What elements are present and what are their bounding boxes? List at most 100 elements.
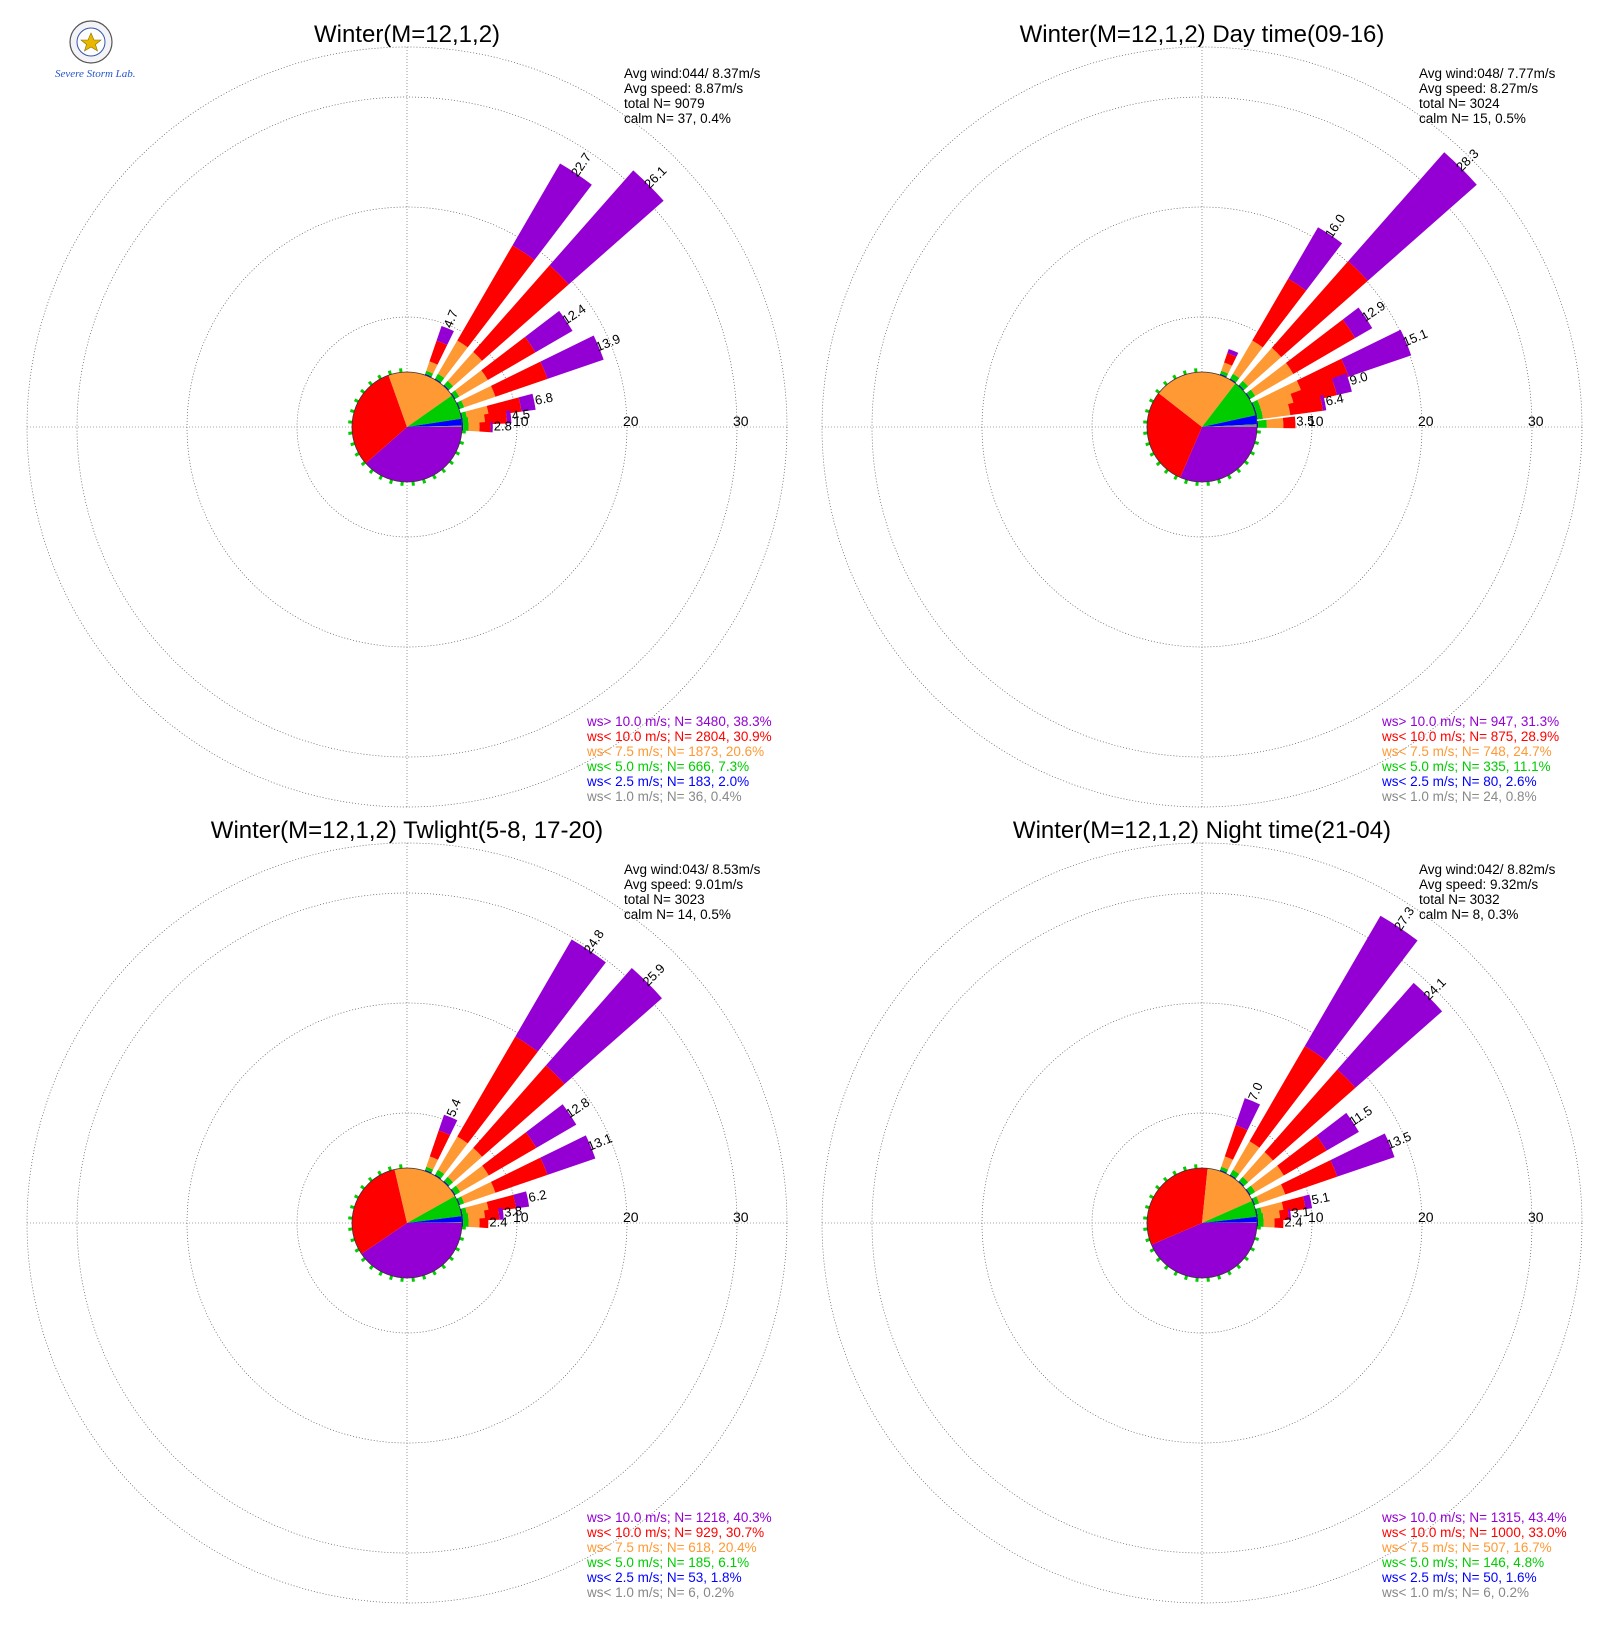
pie-outline [351,1167,463,1279]
pie-slice [1158,371,1236,427]
petal-segment [434,378,442,384]
petal-value-label: 5.4 [443,1096,464,1118]
pie-edge-tick [461,430,466,434]
petal-segment [1246,1185,1256,1195]
petal-segment [1281,1196,1306,1213]
petal-segment [1256,1184,1286,1204]
petal-segment [1257,380,1302,408]
petal-segment [457,400,465,409]
petal-segment [444,380,454,390]
legend-entry: ws< 5.0 m/s; N= 185, 6.1% [586,1555,749,1570]
pie-edge-tick [1144,1205,1150,1209]
petal-segment [462,417,469,426]
petal-segment [462,423,469,431]
pie-edge-tick [378,475,383,481]
petal-segment [1250,1165,1284,1193]
petal-segment [525,310,573,353]
legend-entry: ws< 2.5 m/s; N= 50, 1.6% [1381,1570,1537,1585]
pie-edge-tick [1143,1227,1148,1231]
petal-segment [1239,1176,1249,1186]
petal-segment [486,397,522,417]
pie-slice [407,1196,462,1223]
petal-group: 7.027.324.111.513.55.13.12.4 [1219,904,1449,1229]
petal-segment [451,390,460,399]
petal-segment [467,414,486,425]
info-line: calm N= 14, 0.5% [624,907,731,922]
petal-segment [461,1181,496,1204]
pie-edge-tick [389,1275,393,1281]
petal-segment [1287,1208,1292,1220]
info-line: calm N= 15, 0.5% [1419,111,1526,126]
petal-segment [451,1185,461,1195]
pie-slice [1147,1168,1208,1245]
petal-segment [1263,1218,1275,1228]
pie-edge-tick [1145,442,1150,447]
pie-edge-tick [1184,1275,1188,1281]
pie-edge-tick [422,479,427,484]
pie-slice [1202,1200,1257,1223]
pie-edge-tick [1173,1271,1178,1277]
grid-ring [76,96,738,758]
petal-segment [479,1217,489,1229]
info-line: Avg wind:043/ 8.53m/s [624,862,761,877]
petal-segment [1238,1180,1245,1187]
petal-segment [437,1136,468,1175]
ring-label: 10 [513,1209,529,1225]
pie-edge-tick [1206,1277,1210,1282]
petal-segment [447,351,483,387]
petal-value-label: 6.2 [527,1187,548,1205]
petal-segment [1262,1210,1281,1221]
pie-edge-tick [1143,431,1148,435]
petal-value-label: 9.0 [1348,369,1370,389]
grid-ring [296,1112,518,1334]
info-line: Avg speed: 8.87m/s [624,81,743,96]
petal-segment [1290,378,1337,406]
pie-edge-tick [455,451,461,456]
pie-slice [351,1169,407,1254]
petal-segment [1342,307,1373,339]
petal-segment [455,1165,489,1193]
petal-segment [447,1147,483,1183]
pie-slice [365,427,462,482]
petal-segment [512,163,592,260]
pie-edge-tick [1217,479,1222,484]
petal-segment [479,421,491,433]
petal-segment [443,1180,450,1187]
legend-entry: ws< 5.0 m/s; N= 335, 11.1% [1381,759,1551,774]
info-line: total N= 9079 [624,96,705,111]
legend-entry: ws< 7.5 m/s; N= 1873, 20.6% [586,744,764,759]
petal-value-label: 2.4 [1284,1214,1302,1229]
petal-segment [461,385,496,408]
petal-segment [525,1104,577,1148]
pie-slice [407,1216,462,1223]
petal-segment [426,361,438,374]
logo-text: Severe Storm Lab. [55,68,136,80]
pie-edge-tick [1143,1216,1148,1220]
petal-segment [1259,393,1295,413]
petal-segment [1220,1166,1229,1173]
pie-slice [1202,1216,1257,1223]
grid-ring [186,1002,628,1444]
severe-storm-lab-logo: Severe Storm Lab. [55,20,136,80]
petal-value-label: 2.8 [494,418,512,433]
pie-edge-tick [1254,1237,1260,1241]
petal-segment [1252,278,1307,348]
petal-segment [1341,329,1412,377]
legend-entry: ws< 5.0 m/s; N= 146, 4.8% [1381,1555,1544,1570]
petal-segment [505,410,512,424]
petal-segment [444,1176,454,1186]
petal-value-label: 4.5 [511,406,530,423]
pie-slice [1202,1222,1257,1223]
pie-edge-tick [349,409,355,413]
petal-segment [1242,347,1282,387]
grid-outer-ring [821,842,1583,1604]
ring-label: 10 [513,413,529,429]
petal-segment [1303,1194,1313,1210]
petal-segment [484,410,508,425]
petal-segment [1245,392,1251,400]
wind-rose-panel-2: 10 20 30 Winter(M=12,1,2) Day time(09-16) Av… [821,21,1583,808]
info-line: Avg wind:042/ 8.82m/s [1419,862,1556,877]
petal-segment [457,1036,538,1144]
pie-edge-tick [1143,420,1148,424]
pie-edge-tick [1254,441,1260,445]
